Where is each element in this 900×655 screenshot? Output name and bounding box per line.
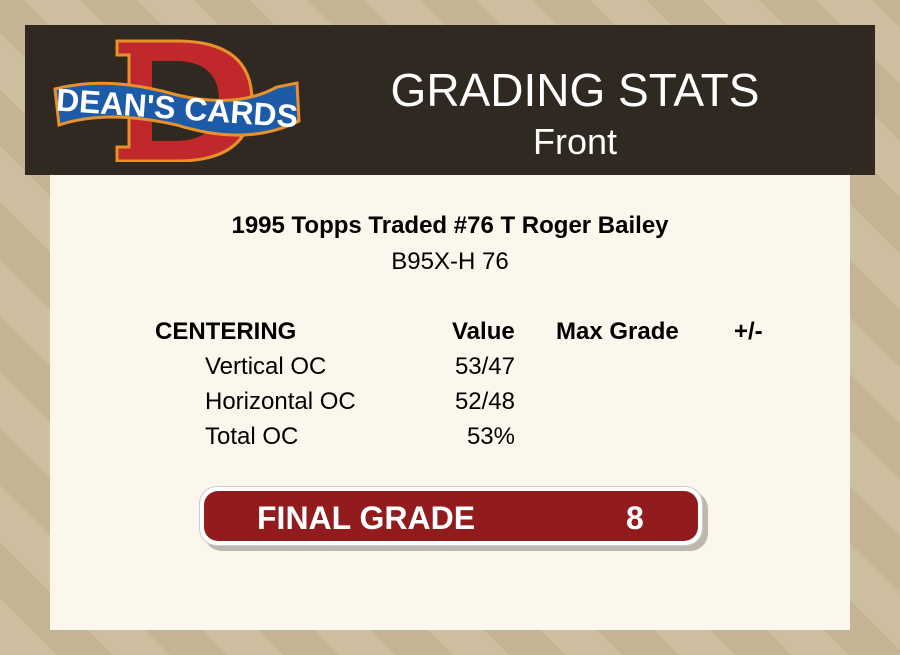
row-label: Vertical OC [205,353,327,380]
final-grade-box: FINAL GRADE 8 [199,486,703,546]
header-plus-minus: +/- [734,318,763,345]
card-code: B95X-H 76 [391,248,509,275]
row-label: Horizontal OC [205,388,356,415]
row-value: 53% [466,423,515,450]
final-grade-value: 8 [626,500,644,536]
header-value: Value [452,318,515,345]
deans-cards-logo: DEAN'S CARDS [53,39,301,162]
row-label: Total OC [205,423,299,450]
row-value: 53/47 [454,353,515,380]
content-panel [50,175,850,630]
card-name: 1995 Topps Traded #76 T Roger Bailey [231,212,669,239]
final-grade-label: FINAL GRADE [257,500,476,536]
header-centering: CENTERING [155,318,297,345]
header: DEAN'S CARDS GRADING STATS Front [25,25,875,175]
header-max-grade: Max Grade [556,318,679,345]
page-subtitle: Front [532,121,618,162]
page-title: GRADING STATS [390,64,760,116]
row-value: 52/48 [454,388,515,415]
